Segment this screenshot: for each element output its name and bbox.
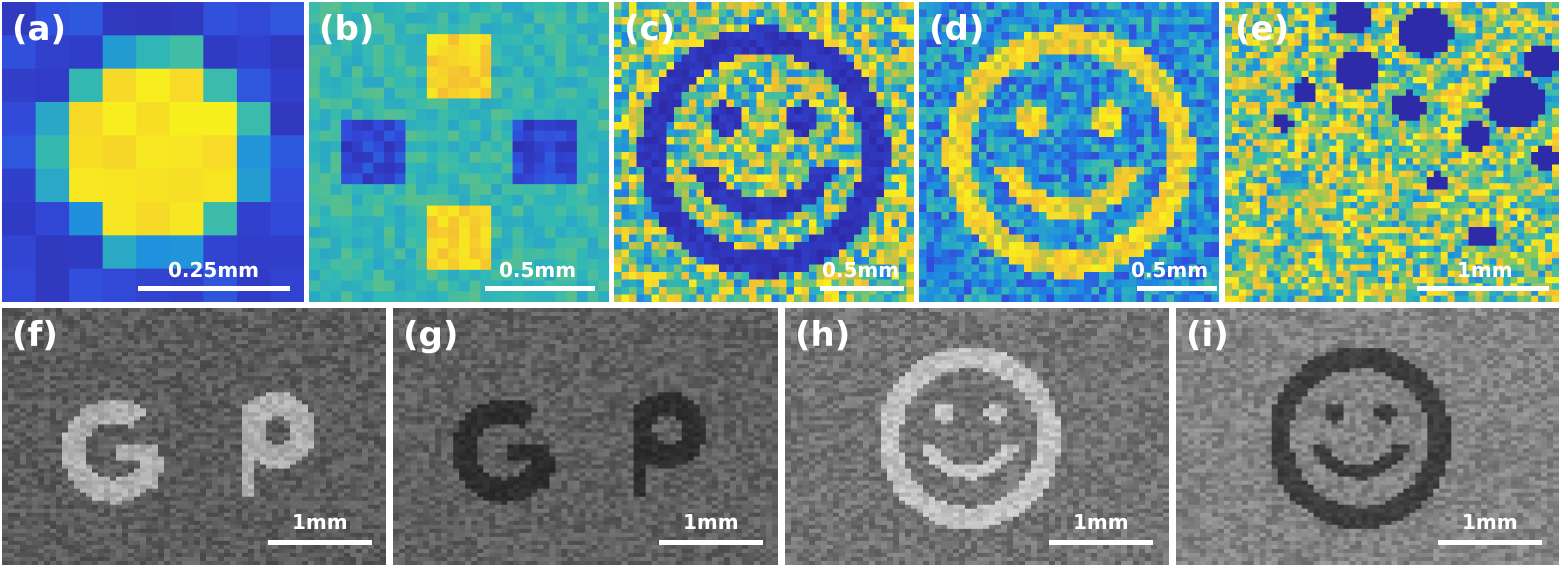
image-c [614, 2, 914, 302]
scale-bar-label: 1mm [683, 512, 739, 532]
panel-a: (a) 0.25mm [2, 2, 304, 302]
image-g [393, 308, 778, 565]
panel-label: (e) [1235, 12, 1289, 46]
scale-bar-label: 1mm [1462, 512, 1518, 532]
scale-bar-label: 1mm [1073, 512, 1129, 532]
scale-bar-label: 0.25mm [168, 260, 259, 280]
scale-bar-label: 1mm [1457, 260, 1513, 280]
panel-label: (h) [795, 318, 850, 352]
panel-label: (i) [1186, 318, 1229, 352]
scale-bar [1049, 540, 1153, 545]
panel-b: (b) 0.5mm [309, 2, 609, 302]
image-d [919, 2, 1219, 302]
panel-label: (d) [929, 12, 984, 46]
image-i [1176, 308, 1559, 565]
scale-bar-label: 0.5mm [1131, 260, 1208, 280]
panel-e: (e) 1mm [1225, 2, 1559, 302]
panel-i: (i) 1mm [1176, 308, 1559, 565]
panel-c: (c) 0.5mm [614, 2, 914, 302]
scale-bar-label: 0.5mm [822, 260, 899, 280]
panel-d: (d) 0.5mm [919, 2, 1219, 302]
pixel-map [309, 2, 609, 302]
scale-bar [1137, 286, 1217, 291]
image-e [1225, 2, 1559, 302]
scale-bar [138, 286, 290, 291]
panel-label: (b) [319, 12, 374, 46]
image-h [785, 308, 1169, 565]
image-b [309, 2, 609, 302]
gray-image [1176, 308, 1559, 565]
gray-image [393, 308, 778, 565]
gray-image [2, 308, 386, 565]
scale-bar-label: 0.5mm [499, 260, 576, 280]
scale-bar [659, 540, 763, 545]
panel-label: (a) [12, 12, 66, 46]
scale-bar [485, 286, 595, 291]
panel-f: (f) 1mm [2, 308, 386, 565]
scale-bar-label: 1mm [292, 512, 348, 532]
gray-image [785, 308, 1169, 565]
scale-bar [820, 286, 904, 291]
panel-label: (g) [403, 318, 458, 352]
pixel-map [614, 2, 914, 302]
scale-bar [1438, 540, 1542, 545]
panel-g: (g) 1mm [393, 308, 778, 565]
panel-label: (c) [624, 12, 675, 46]
panel-label: (f) [12, 318, 58, 352]
pixel-map [919, 2, 1219, 302]
scale-bar [1417, 286, 1549, 291]
pixel-map [1225, 2, 1559, 302]
panel-h: (h) 1mm [785, 308, 1169, 565]
pixel-map [2, 2, 304, 302]
scale-bar [268, 540, 372, 545]
image-f [2, 308, 386, 565]
image-a [2, 2, 304, 302]
